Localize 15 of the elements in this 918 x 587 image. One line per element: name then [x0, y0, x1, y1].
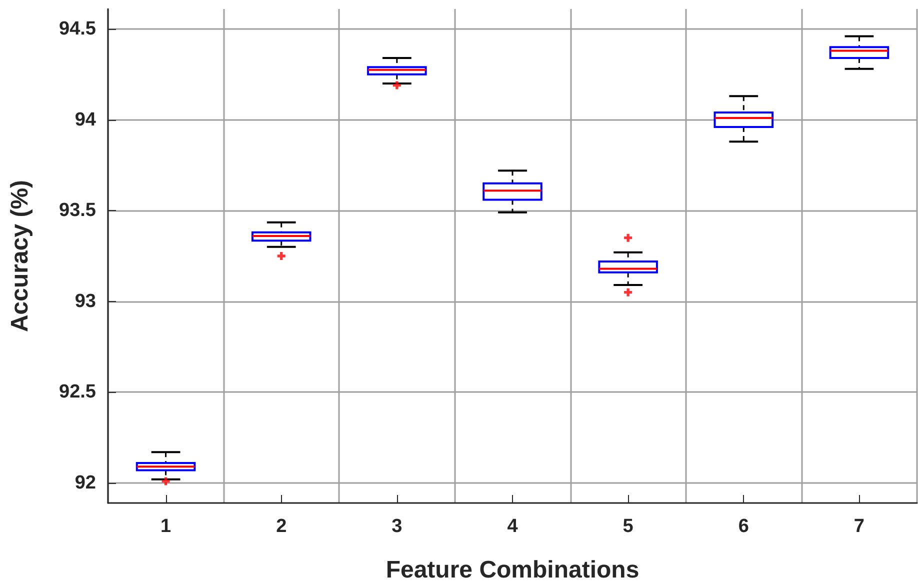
x-axis-title: Feature Combinations: [386, 556, 640, 584]
x-tick-label: 1: [160, 516, 172, 537]
x-tick-label: 7: [854, 516, 865, 537]
x-tick-label: 6: [738, 516, 749, 537]
x-tick-label: 3: [392, 516, 402, 537]
x-tick-label: 2: [276, 516, 287, 537]
x-tick-label: 4: [507, 516, 518, 537]
x-tick-label: 5: [622, 516, 634, 537]
y-tick-label: 94.5: [59, 18, 96, 40]
y-tick-label: 92: [74, 472, 96, 494]
y-tick-label: 93.5: [59, 200, 96, 222]
y-tick-label: 92.5: [59, 382, 96, 403]
y-tick-label: 93: [74, 290, 96, 312]
y-tick-label: 94: [74, 109, 96, 130]
y-axis-title: Accuracy (%): [6, 180, 34, 332]
